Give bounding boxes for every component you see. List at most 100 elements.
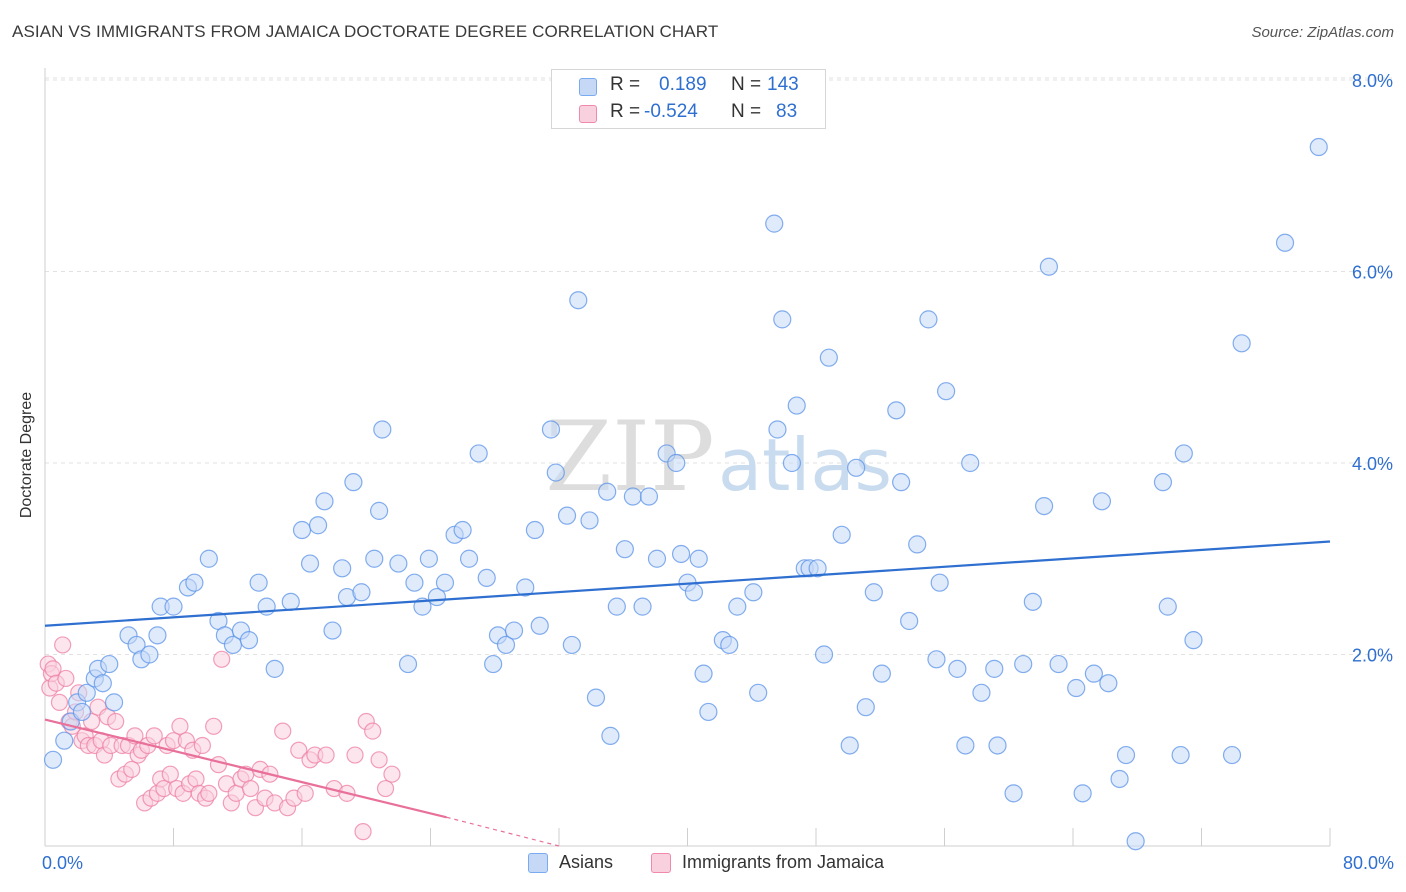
chart-title: ASIAN VS IMMIGRANTS FROM JAMAICA DOCTORA… xyxy=(12,22,719,41)
x-tick-min: 0.0% xyxy=(42,853,84,873)
asians-point xyxy=(1084,664,1103,683)
asians-point xyxy=(569,291,588,310)
trend-line-asians xyxy=(44,540,1331,627)
legend-n-value: 83 xyxy=(776,101,798,122)
asians-point xyxy=(864,583,883,602)
legend-row-jamaica: R = -0.524 N = 83 xyxy=(552,101,825,127)
jamaica-point xyxy=(227,784,245,802)
asians-point xyxy=(887,401,906,420)
asians-point xyxy=(525,520,545,540)
asians-point xyxy=(814,645,834,664)
asians-point xyxy=(948,659,967,678)
asians-point xyxy=(586,688,606,707)
asians-point xyxy=(373,420,392,439)
asians-point xyxy=(504,621,524,640)
jamaica-point xyxy=(317,746,335,764)
jamaica-point xyxy=(364,722,382,740)
asians-point xyxy=(557,506,577,525)
asians-point xyxy=(908,535,927,554)
bottom-legend-swatch-asians xyxy=(528,853,548,873)
asians-point xyxy=(1275,233,1295,252)
legend: R = 0.189 N = 143 R = -0.524 N = 83 xyxy=(551,69,826,129)
asians-point xyxy=(1023,592,1042,611)
asians-point xyxy=(292,520,312,540)
gridlines xyxy=(45,77,1392,655)
asians-point xyxy=(927,650,946,669)
jamaica-point xyxy=(383,765,401,783)
asians-point xyxy=(961,453,980,473)
asians-point xyxy=(647,549,667,568)
jamaica-point xyxy=(209,756,228,774)
asians-point xyxy=(667,453,686,473)
asians-point xyxy=(308,516,328,535)
asians-point xyxy=(55,731,74,750)
jamaica-point xyxy=(123,760,141,779)
asians-point xyxy=(787,396,806,415)
asians-point xyxy=(892,473,911,492)
asians-point xyxy=(684,583,704,602)
asians-point xyxy=(768,420,787,439)
asians-point xyxy=(1067,678,1086,698)
asians-point xyxy=(832,525,851,544)
jamaica-point xyxy=(242,779,260,798)
jamaica-point xyxy=(376,779,395,798)
jamaica-point xyxy=(205,717,223,735)
asians-point xyxy=(633,597,652,616)
asians-point xyxy=(1174,444,1193,463)
asians-point xyxy=(93,674,112,693)
asians-point xyxy=(1034,496,1054,516)
asians-point xyxy=(104,693,124,712)
legend-swatch-jamaica xyxy=(579,105,597,123)
asians-point xyxy=(1184,631,1203,650)
asians-point xyxy=(1073,784,1092,803)
asians-point xyxy=(930,573,949,592)
asians-point xyxy=(352,583,371,602)
y-tick-label: 6.0% xyxy=(1352,263,1393,283)
asians-point xyxy=(389,554,408,573)
asians-point xyxy=(546,463,565,482)
asians-point xyxy=(562,635,581,655)
asians-point xyxy=(148,626,167,645)
axes xyxy=(44,68,1331,847)
asians-point xyxy=(249,573,268,592)
asians-point xyxy=(856,698,875,717)
asians-point xyxy=(720,635,739,655)
jamaica-point xyxy=(193,736,212,755)
y-tick-label: 2.0% xyxy=(1352,646,1393,666)
asians-point xyxy=(900,611,919,631)
bottom-legend-swatch-jamaica xyxy=(651,853,671,873)
asians-point xyxy=(1126,832,1145,851)
asians-point xyxy=(598,482,617,501)
jamaica-point xyxy=(370,751,388,769)
x-tick-max: 80.0% xyxy=(1342,853,1394,873)
asians-point xyxy=(43,750,63,769)
asians-point xyxy=(615,540,634,559)
jamaica-point xyxy=(213,650,231,668)
asians-point xyxy=(1039,257,1059,276)
asians-point xyxy=(639,487,659,506)
jamaica-point xyxy=(346,746,364,764)
asians-point xyxy=(164,597,183,616)
asians-point xyxy=(370,501,389,520)
asians-point xyxy=(100,654,119,674)
asians-point xyxy=(744,583,763,602)
asians-point xyxy=(453,520,472,540)
asians-point xyxy=(1222,745,1242,765)
asians-point xyxy=(1171,745,1190,765)
asians-point xyxy=(1158,597,1177,616)
y-axis-label: Doctorate Degree xyxy=(18,391,35,519)
asians-point xyxy=(623,487,642,506)
jamaica-point xyxy=(296,784,314,802)
asians-point xyxy=(1232,334,1251,353)
legend-r-label: R = xyxy=(610,74,641,95)
jamaica-point xyxy=(200,784,218,802)
asians-point xyxy=(315,492,334,511)
jamaica-point xyxy=(354,823,372,841)
asians-point xyxy=(1092,492,1112,511)
asians-point xyxy=(419,549,438,568)
y-tick-label: 4.0% xyxy=(1352,454,1393,474)
asians-point xyxy=(77,683,96,702)
asians-point xyxy=(808,559,827,578)
asians-point xyxy=(1049,654,1068,674)
